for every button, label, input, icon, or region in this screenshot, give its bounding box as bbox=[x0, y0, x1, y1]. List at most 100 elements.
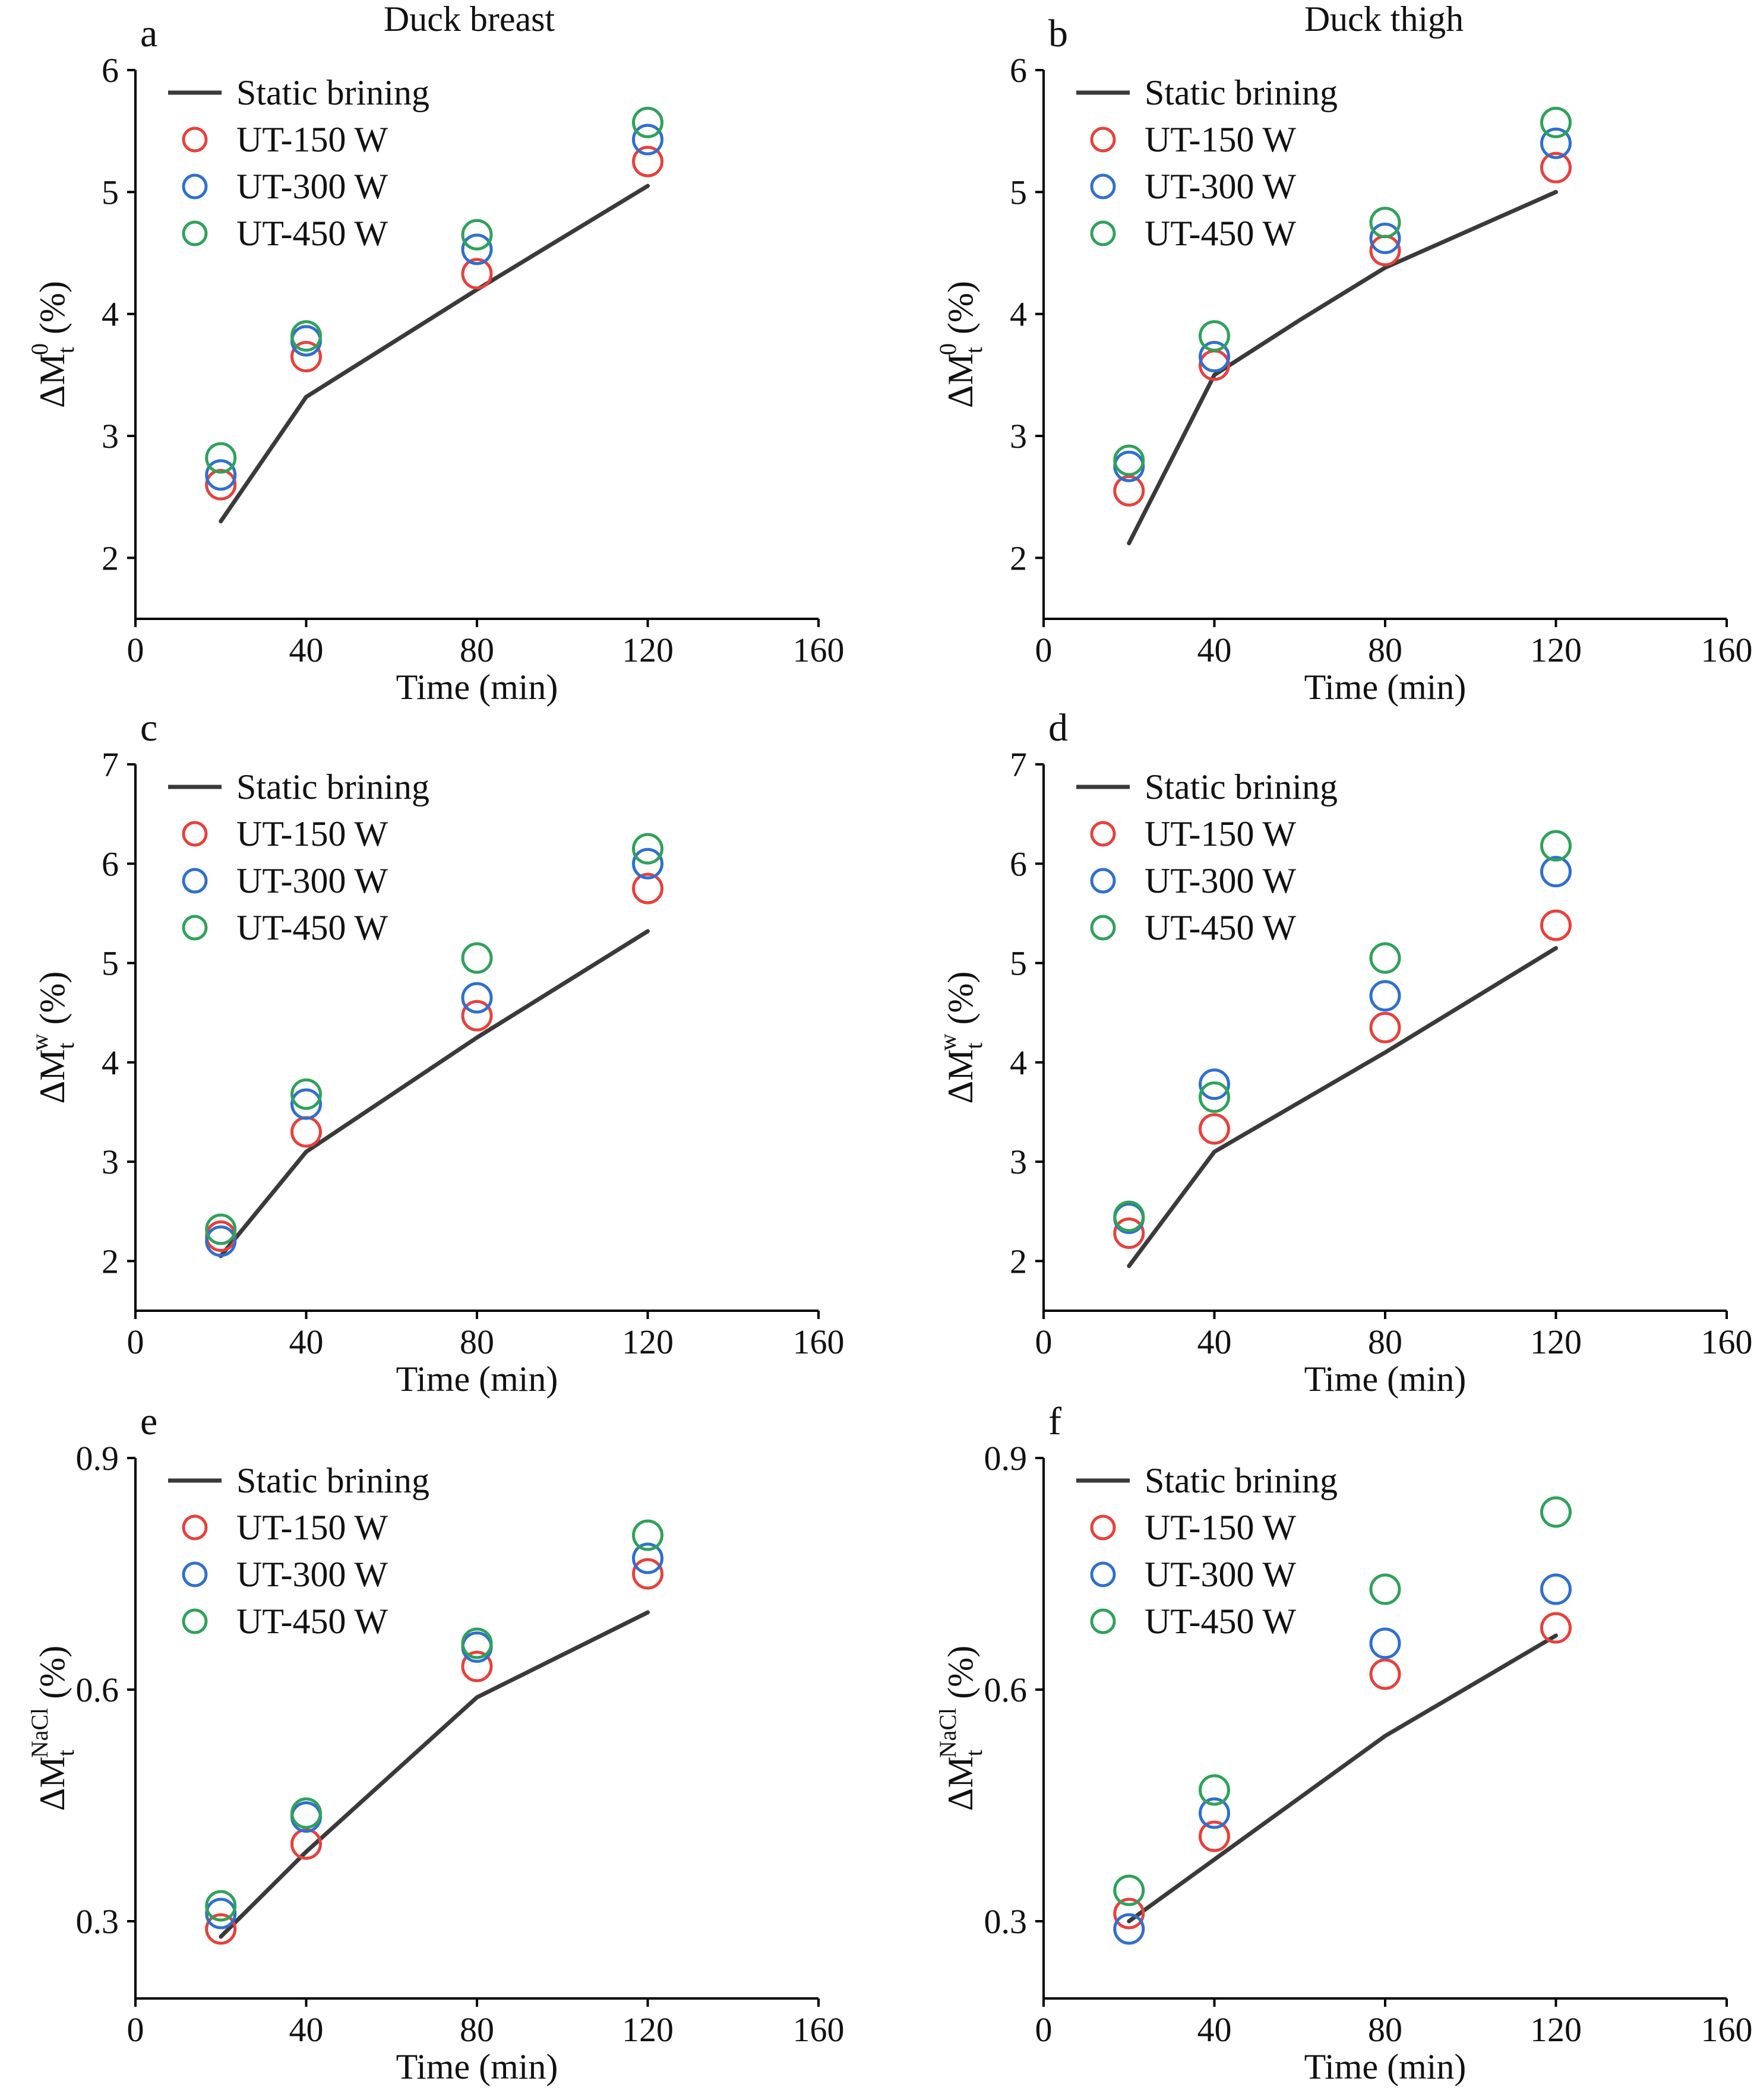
y-axis-title: ΔMtNaCl (%) bbox=[26, 1646, 79, 1811]
data-point bbox=[290, 341, 322, 373]
panel-c: 0 40 80 120 160 2 3 4 5 6 7 Time (min) ΔMtw (%) c Stat… bbox=[26, 706, 845, 1399]
y-axis-title-sub: t bbox=[52, 347, 79, 353]
y-axis-title: ΔMt0 (%) bbox=[934, 281, 987, 408]
data-point bbox=[290, 1116, 322, 1148]
data-point bbox=[205, 1225, 237, 1257]
static-brining-line bbox=[219, 1610, 650, 1939]
x-tick-label: 0 bbox=[1035, 631, 1053, 669]
y-axis-title-sub: t bbox=[960, 347, 987, 353]
y-axis-title-sup: 0 bbox=[934, 343, 961, 355]
series-ut-450-w bbox=[205, 1519, 663, 1922]
legend-marker-swatch bbox=[182, 868, 208, 894]
data-point bbox=[1540, 1573, 1572, 1605]
x-axis-title: Time (min) bbox=[396, 2047, 558, 2086]
legend-label: UT-150 W bbox=[236, 814, 388, 853]
x-axis-title: Time (min) bbox=[396, 1359, 558, 1399]
data-point bbox=[290, 320, 322, 352]
y-axis-title: ΔMtw (%) bbox=[26, 972, 79, 1104]
data-point bbox=[1369, 980, 1401, 1012]
data-point bbox=[1540, 830, 1572, 862]
legend-marker-swatch bbox=[182, 220, 208, 246]
legend-label: UT-150 W bbox=[1145, 120, 1296, 159]
y-tick-label: 5 bbox=[1010, 944, 1027, 983]
x-tick-label: 160 bbox=[793, 2010, 845, 2049]
x-axis-title: Time (min) bbox=[1304, 2047, 1467, 2086]
data-point bbox=[632, 833, 663, 865]
y-axis-title-sup: w bbox=[934, 1033, 961, 1051]
legend-marker-swatch bbox=[1090, 1561, 1116, 1587]
data-point bbox=[1199, 1113, 1230, 1145]
y-axis-title-sub: t bbox=[960, 1750, 987, 1756]
legend-label: UT-450 W bbox=[236, 1602, 388, 1641]
y-axis-title-sub: t bbox=[52, 1750, 79, 1756]
legend-label: Static brining bbox=[1145, 1461, 1338, 1500]
y-tick-label: 4 bbox=[1010, 1043, 1027, 1082]
data-point bbox=[632, 106, 663, 138]
y-axis-title-sup: 0 bbox=[26, 343, 53, 355]
y-tick-label: 5 bbox=[1010, 173, 1027, 211]
y-tick-label: 0.6 bbox=[984, 1671, 1028, 1709]
y-tick-label: 5 bbox=[102, 944, 119, 983]
data-point bbox=[632, 146, 663, 178]
legend: Static brining UT-150 W UT-300 W UT-450 W bbox=[168, 767, 429, 947]
x-tick-label: 160 bbox=[1701, 631, 1753, 669]
y-axis-title-unit: (%) bbox=[33, 281, 72, 343]
x-tick-label: 80 bbox=[460, 631, 494, 669]
data-point bbox=[632, 124, 663, 156]
y-axis-title-sub: t bbox=[52, 1042, 79, 1049]
data-point bbox=[205, 1890, 237, 1922]
y-tick-label: 6 bbox=[102, 845, 119, 883]
legend-marker-swatch bbox=[1090, 1608, 1116, 1634]
legend-label: UT-300 W bbox=[1145, 861, 1296, 900]
data-point bbox=[1369, 1658, 1401, 1690]
legend-marker-swatch bbox=[182, 173, 208, 200]
data-point bbox=[205, 469, 237, 501]
panel-letter: e bbox=[140, 1400, 157, 1443]
data-point bbox=[1369, 207, 1401, 239]
x-tick-label: 160 bbox=[793, 631, 845, 669]
x-tick-label: 160 bbox=[1701, 2010, 1753, 2049]
x-axis-title: Time (min) bbox=[1304, 668, 1467, 707]
data-point bbox=[461, 258, 493, 290]
x-tick-label: 120 bbox=[1530, 2010, 1582, 2049]
legend-marker-swatch bbox=[1090, 1514, 1116, 1541]
data-point bbox=[1113, 1897, 1145, 1930]
x-tick-label: 120 bbox=[622, 631, 674, 669]
legend-label: UT-450 W bbox=[1145, 908, 1296, 947]
data-point bbox=[1113, 1874, 1145, 1906]
legend-marker-swatch bbox=[1090, 915, 1116, 941]
y-axis-title-base: ΔM bbox=[33, 1756, 72, 1811]
x-tick-label: 80 bbox=[1368, 631, 1402, 669]
legend-label: UT-150 W bbox=[1145, 814, 1296, 853]
y-tick-label: 7 bbox=[102, 745, 119, 784]
x-tick-label: 80 bbox=[460, 2010, 494, 2049]
panel-letter: c bbox=[140, 706, 157, 749]
y-tick-label: 4 bbox=[102, 295, 119, 334]
data-point bbox=[461, 942, 493, 974]
y-axis-title-base: ΔM bbox=[941, 353, 980, 408]
y-axis-title-unit: (%) bbox=[941, 281, 980, 343]
y-tick-label: 3 bbox=[1010, 1143, 1027, 1181]
x-tick-label: 120 bbox=[1530, 1323, 1582, 1361]
legend-label: UT-300 W bbox=[236, 167, 388, 206]
legend-label: Static brining bbox=[1145, 73, 1338, 112]
legend: Static brining UT-150 W UT-300 W UT-450 W bbox=[1076, 73, 1338, 253]
series-ut-150-w bbox=[1113, 909, 1572, 1250]
y-axis-title-unit: (%) bbox=[941, 972, 980, 1034]
x-tick-label: 40 bbox=[1197, 1323, 1232, 1361]
legend-marker-swatch bbox=[1090, 126, 1116, 153]
panel-letter: b bbox=[1048, 12, 1068, 55]
data-point bbox=[1369, 1011, 1401, 1043]
static-brining-line bbox=[1127, 1633, 1558, 1924]
data-point bbox=[461, 219, 493, 251]
legend: Static brining UT-150 W UT-300 W UT-450 W bbox=[168, 1461, 429, 1641]
static-brining-line bbox=[219, 184, 650, 524]
y-axis-title-sup: w bbox=[26, 1033, 53, 1051]
legend-label: UT-300 W bbox=[1145, 167, 1296, 206]
x-tick-label: 0 bbox=[127, 2010, 144, 2049]
data-point bbox=[461, 1650, 493, 1682]
data-point bbox=[1199, 1774, 1230, 1806]
static-brining-line bbox=[219, 929, 650, 1258]
